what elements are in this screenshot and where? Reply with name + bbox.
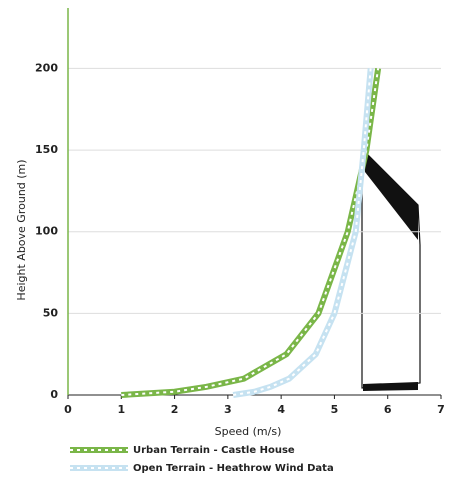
x-tick-label: 2 xyxy=(171,403,179,416)
series-line-dash xyxy=(121,68,380,396)
legend-label: Urban Terrain - Castle House xyxy=(133,445,295,456)
x-axis-title: Speed (m/s) xyxy=(215,425,282,438)
building xyxy=(361,150,421,391)
y-tick-label: 0 xyxy=(50,388,58,401)
x-tick-label: 5 xyxy=(331,403,339,416)
building-base xyxy=(363,382,418,391)
y-axis-title: Height Above Ground (m) xyxy=(15,159,28,300)
y-tick-label: 100 xyxy=(35,225,58,238)
x-tick-label: 7 xyxy=(437,403,445,416)
x-tick-label: 6 xyxy=(384,403,392,416)
x-tick-label: 3 xyxy=(224,403,232,416)
y-tick-label: 150 xyxy=(35,143,58,156)
series-line xyxy=(232,68,374,398)
x-tick-label: 0 xyxy=(64,403,72,416)
legend-label: Open Terrain - Heathrow Wind Data xyxy=(133,463,334,474)
building-roof xyxy=(365,152,418,240)
x-tick-label: 1 xyxy=(117,403,125,416)
y-tick-label: 200 xyxy=(35,61,58,74)
x-tick-label: 4 xyxy=(277,403,285,416)
y-tick-label: 50 xyxy=(43,306,59,319)
